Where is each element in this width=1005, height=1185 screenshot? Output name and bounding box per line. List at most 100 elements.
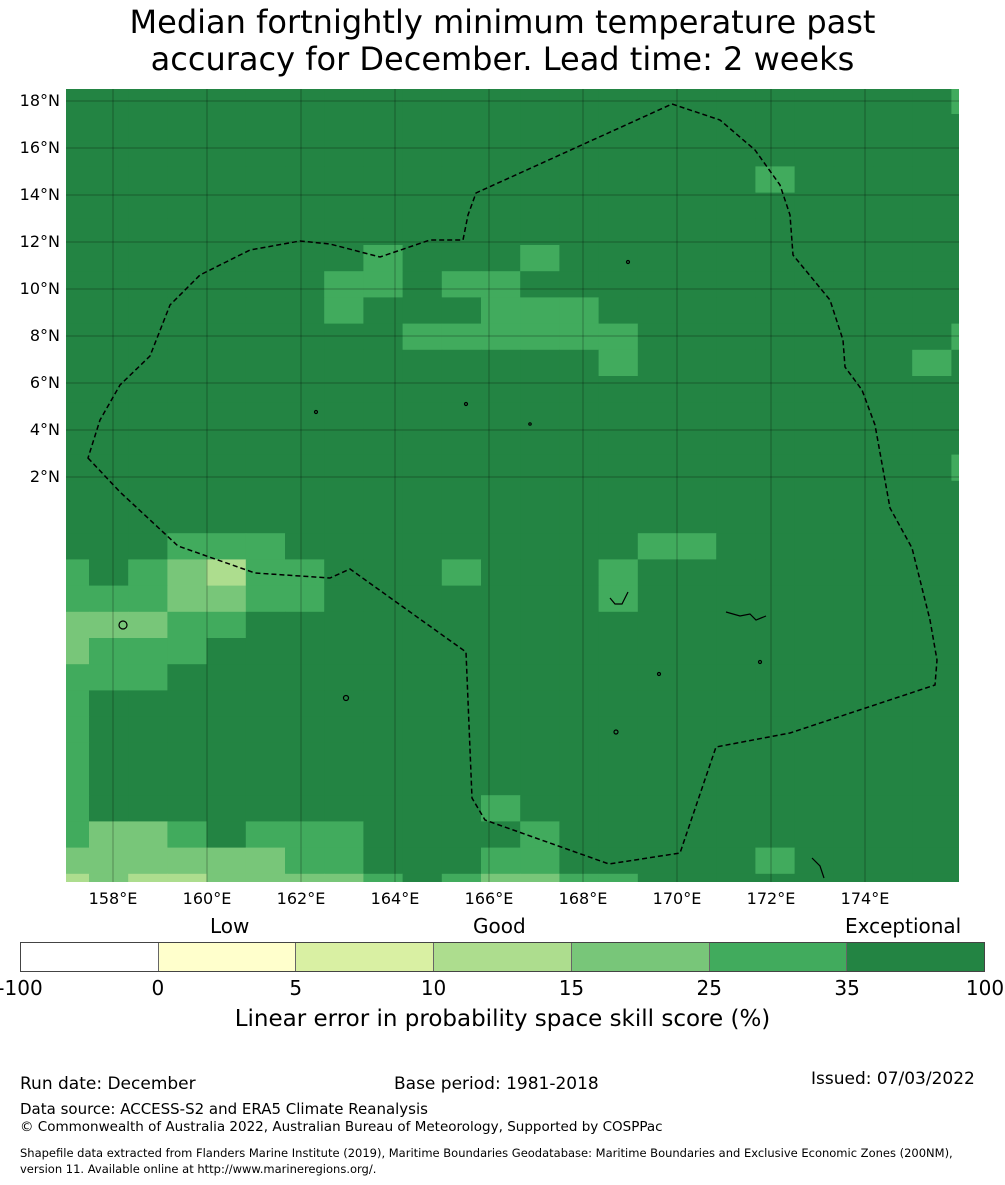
grid-cell (285, 297, 325, 325)
grid-cell (285, 402, 325, 429)
grid-cell (324, 454, 364, 482)
grid-cell (285, 690, 325, 718)
grid-cell (285, 428, 325, 456)
grid-cell (245, 480, 286, 508)
grid-cell (873, 664, 913, 691)
grid-cell (245, 611, 286, 639)
grid-cell (89, 690, 129, 718)
grid-cell (677, 847, 717, 875)
grid-cell (363, 559, 404, 587)
grid-cell (951, 402, 959, 429)
grid-cell (441, 821, 482, 849)
grid-cell (324, 769, 364, 796)
grid-cell (66, 742, 90, 770)
grid-cell (128, 533, 168, 560)
grid-cell (598, 873, 639, 882)
grid-cell (363, 847, 404, 875)
grid-cell (637, 585, 678, 613)
grid-cell (402, 402, 443, 429)
grid-cell (559, 742, 600, 770)
grid-cell (285, 192, 325, 220)
grid-cell (677, 323, 717, 351)
grid-cell (481, 690, 521, 718)
grid-cell (794, 690, 835, 718)
grid-cell (285, 454, 325, 482)
grid-cell (520, 323, 560, 351)
grid-cell (206, 245, 247, 272)
grid-cell (873, 114, 913, 141)
grid-cell (441, 376, 482, 403)
grid-cell (245, 873, 286, 882)
longitude-label: 174°E (840, 889, 890, 908)
grid-cell (128, 821, 168, 849)
grid-cell (89, 271, 129, 298)
grid-cell (66, 114, 90, 141)
grid-cell (441, 297, 482, 325)
grid-cell (481, 795, 521, 822)
grid-cell (833, 166, 874, 194)
grid-cell (285, 245, 325, 272)
grid-cell (912, 664, 952, 691)
grid-cell (912, 533, 952, 560)
grid-cell (66, 349, 90, 377)
grid-cell (324, 114, 364, 141)
grid-cell (873, 611, 913, 639)
grid-cell (402, 376, 443, 403)
grid-cell (89, 769, 129, 796)
grid-cell (873, 821, 913, 849)
grid-cell (912, 873, 952, 882)
grid-cell (285, 664, 325, 691)
grid-cell (66, 218, 90, 246)
grid-cell (89, 611, 129, 639)
grid-cell (951, 271, 959, 298)
colorbar-segment (295, 943, 434, 971)
grid-cell (677, 218, 717, 246)
grid-cell (755, 402, 796, 429)
grid-cell (716, 480, 756, 508)
grid-cell (206, 742, 247, 770)
grid-cell (167, 507, 208, 534)
grid-cell (128, 507, 168, 534)
grid-cell (66, 873, 90, 882)
grid-cell (66, 89, 90, 115)
grid-cell (89, 716, 129, 744)
grid-cell (637, 480, 678, 508)
grid-cell (716, 795, 756, 822)
grid-cell (912, 742, 952, 770)
grid-cell (363, 323, 404, 351)
grid-cell (402, 795, 443, 822)
grid-cell (128, 585, 168, 613)
grid-cell (833, 480, 874, 508)
grid-cell (912, 480, 952, 508)
grid-cell (559, 847, 600, 875)
grid-cell (441, 559, 482, 587)
longitude-label: 170°E (652, 889, 702, 908)
grid-cell (128, 847, 168, 875)
grid-cell (833, 638, 874, 665)
grid-cell (245, 690, 286, 718)
grid-cell (873, 297, 913, 325)
grid-cell (912, 114, 952, 141)
grid-cell (520, 559, 560, 587)
grid-cell (89, 533, 129, 560)
grid-cell (716, 376, 756, 403)
grid-cell (324, 533, 364, 560)
grid-cell (794, 873, 835, 882)
grid-cell (716, 873, 756, 882)
grid-cell (402, 245, 443, 272)
grid-cell (363, 690, 404, 718)
grid-cell (598, 638, 639, 665)
grid-cell (716, 507, 756, 534)
grid-cell (245, 140, 286, 167)
copyright: © Commonwealth of Australia 2022, Austra… (20, 1119, 663, 1135)
grid-cell (441, 847, 482, 875)
grid-cell (951, 245, 959, 272)
grid-cell (559, 271, 600, 298)
grid-cell (873, 192, 913, 220)
grid-cell (951, 638, 959, 665)
grid-cell (873, 349, 913, 377)
grid-cell (951, 690, 959, 718)
grid-cell (206, 89, 247, 115)
grid-cell (716, 638, 756, 665)
grid-cell (324, 218, 364, 246)
